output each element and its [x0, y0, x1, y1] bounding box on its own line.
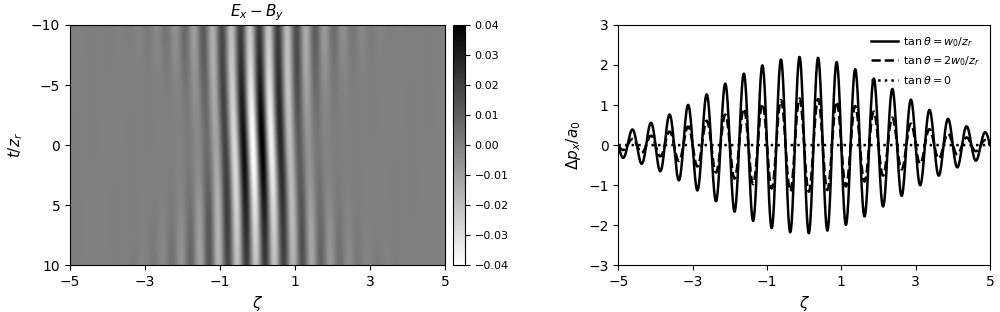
- $\tan\theta=0$: [793, 143, 805, 147]
- Line: $\tan\theta=2w_0/z_r$: $\tan\theta=2w_0/z_r$: [618, 99, 990, 192]
- $\tan\theta=2w_0/z_r$: [783, 187, 795, 190]
- X-axis label: $\zeta$: $\zeta$: [252, 295, 263, 312]
- X-axis label: $\zeta$: $\zeta$: [799, 295, 810, 312]
- $\tan\theta=w_0/z_r$: [984, 143, 996, 147]
- Legend: $\tan\theta=w_0/z_r$, $\tan\theta=2w_0/z_r$, $\tan\theta=0$: $\tan\theta=w_0/z_r$, $\tan\theta=2w_0/z…: [866, 31, 984, 90]
- $\tan\theta=w_0/z_r$: [973, 149, 985, 153]
- $\tan\theta=2w_0/z_r$: [973, 146, 985, 149]
- $\tan\theta=w_0/z_r$: [631, 145, 643, 149]
- $\tan\theta=2w_0/z_r$: [974, 145, 986, 149]
- Y-axis label: $\Delta p_x/a_0$: $\Delta p_x/a_0$: [564, 120, 583, 170]
- $\tan\theta=w_0/z_r$: [612, 143, 624, 147]
- $\tan\theta=2w_0/z_r$: [631, 144, 643, 148]
- $\tan\theta=w_0/z_r$: [803, 231, 815, 235]
- $\tan\theta=0$: [905, 143, 917, 147]
- $\tan\theta=0$: [984, 143, 996, 147]
- $\tan\theta=0$: [973, 143, 985, 147]
- $\tan\theta=w_0/z_r$: [794, 55, 806, 59]
- $\tan\theta=w_0/z_r$: [974, 149, 986, 152]
- $\tan\theta=0$: [783, 143, 795, 147]
- $\tan\theta=2w_0/z_r$: [803, 190, 815, 193]
- $\tan\theta=2w_0/z_r$: [793, 97, 805, 101]
- $\tan\theta=w_0/z_r$: [783, 225, 795, 229]
- $\tan\theta=2w_0/z_r$: [794, 97, 806, 100]
- $\tan\theta=0$: [612, 143, 624, 147]
- Title: $E_x-B_y$: $E_x-B_y$: [230, 3, 284, 23]
- $\tan\theta=2w_0/z_r$: [612, 143, 624, 147]
- $\tan\theta=2w_0/z_r$: [984, 143, 996, 147]
- $\tan\theta=0$: [973, 143, 985, 147]
- $\tan\theta=2w_0/z_r$: [905, 122, 917, 126]
- $\tan\theta=0$: [631, 143, 643, 147]
- $\tan\theta=w_0/z_r$: [793, 56, 805, 60]
- Line: $\tan\theta=w_0/z_r$: $\tan\theta=w_0/z_r$: [618, 57, 990, 233]
- Y-axis label: $t/z_r$: $t/z_r$: [7, 132, 25, 158]
- $\tan\theta=w_0/z_r$: [905, 98, 917, 102]
